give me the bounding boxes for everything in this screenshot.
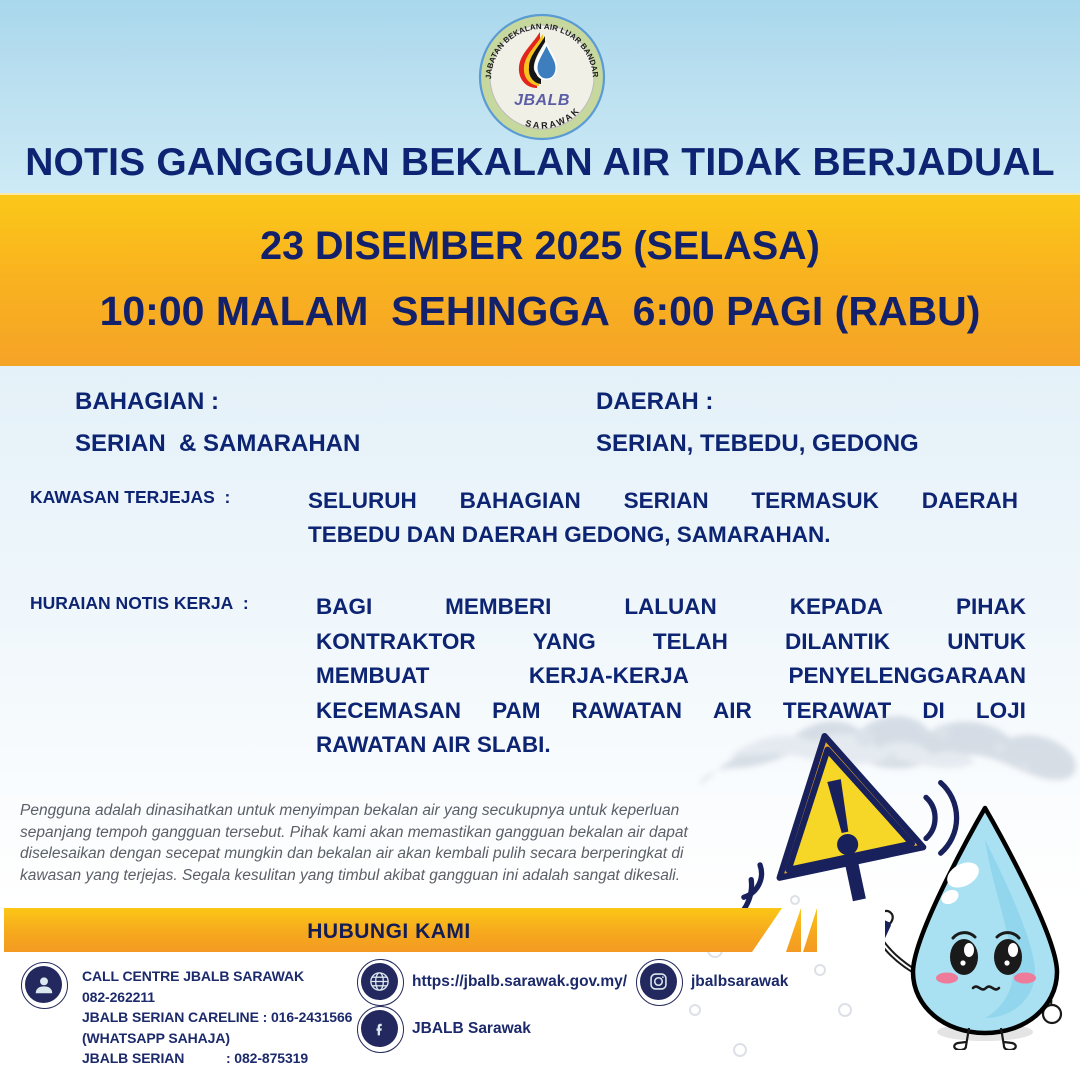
- svg-text:JBALB: JBALB: [514, 92, 570, 109]
